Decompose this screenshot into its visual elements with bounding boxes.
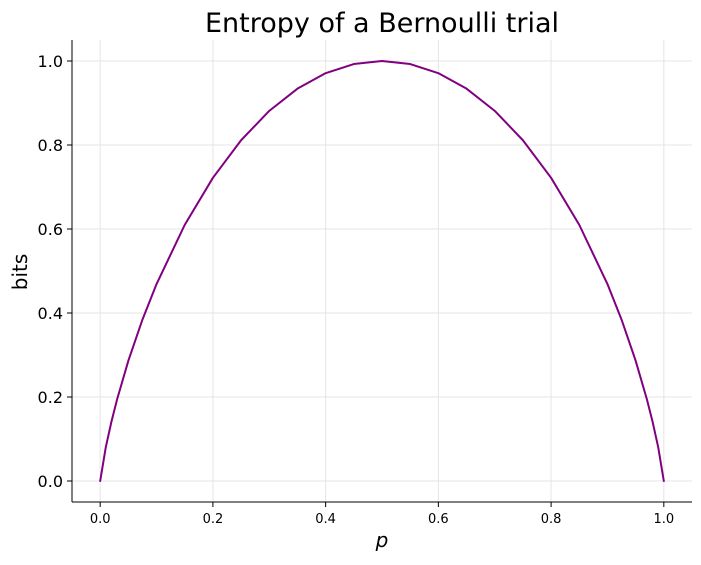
y-tick-label: 0.8 (38, 136, 63, 155)
series-layer (99, 60, 665, 482)
y-tick-label: 0.2 (38, 388, 63, 407)
y-tick-label: 0.6 (38, 220, 63, 239)
x-ticks: 0.0 0.2 0.4 0.6 0.8 1.0 (90, 502, 674, 527)
axes (71, 40, 692, 503)
y-ticks: 0.0 0.2 0.4 0.6 0.8 1.0 (38, 52, 72, 491)
x-tick-label: 0.0 (90, 512, 111, 527)
x-tick-label: 1.0 (653, 512, 674, 527)
chart-title: Entropy of a Bernoulli trial (205, 8, 559, 39)
grid-lines (72, 40, 692, 502)
x-tick-label: 0.4 (315, 512, 336, 527)
y-tick-label: 0.0 (38, 472, 63, 491)
x-tick-label: 0.2 (203, 512, 224, 527)
entropy-curve (99, 60, 665, 482)
x-axis-label: p (375, 528, 389, 552)
x-tick-label: 0.6 (428, 512, 449, 527)
y-tick-label: 1.0 (38, 52, 63, 71)
y-tick-label: 0.4 (38, 304, 63, 323)
x-tick-label: 0.8 (541, 512, 562, 527)
y-axis-label: bits (8, 254, 32, 291)
